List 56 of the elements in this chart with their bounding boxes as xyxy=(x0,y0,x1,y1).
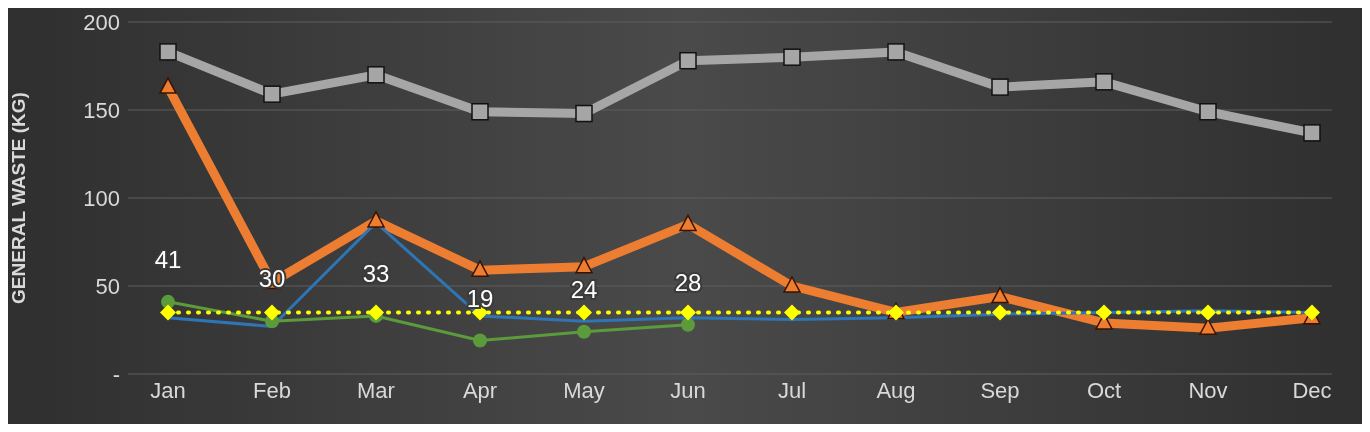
point xyxy=(1303,124,1321,142)
point xyxy=(264,304,280,321)
point xyxy=(783,48,801,66)
y-tick-label: 200 xyxy=(83,9,120,35)
y-tick-label: 50 xyxy=(95,273,120,299)
data-label: 19 xyxy=(466,284,494,312)
y-tick-label: 150 xyxy=(83,97,120,123)
point xyxy=(784,304,800,321)
point xyxy=(991,78,1009,96)
x-tick-label: May xyxy=(563,377,605,403)
point xyxy=(159,77,177,94)
point xyxy=(1304,304,1320,321)
x-tick-label: Feb xyxy=(253,377,291,403)
point xyxy=(681,317,695,332)
x-tick-label: Jul xyxy=(777,377,807,403)
point xyxy=(575,104,593,123)
point xyxy=(575,256,593,274)
point xyxy=(471,103,489,121)
point xyxy=(1096,304,1112,321)
x-tick-label: Oct xyxy=(1086,377,1122,403)
point xyxy=(263,85,281,103)
point xyxy=(367,211,385,228)
x-tick-label: Nov xyxy=(1188,377,1228,403)
x-tick-label: Aug xyxy=(876,377,916,403)
point xyxy=(471,260,489,277)
data-label: 41 xyxy=(154,245,182,273)
point xyxy=(159,43,177,61)
point xyxy=(1095,73,1113,91)
point xyxy=(991,286,1009,304)
x-tick-label: Sep xyxy=(980,377,1020,403)
point xyxy=(679,51,697,70)
x-tick-label: Jun xyxy=(670,377,706,403)
point xyxy=(576,304,592,321)
point xyxy=(368,304,384,321)
point xyxy=(1199,318,1217,335)
data-label: 28 xyxy=(674,268,702,296)
point xyxy=(783,276,801,293)
x-tick-label: Dec xyxy=(1292,377,1332,403)
point xyxy=(680,304,696,321)
point xyxy=(1200,304,1216,321)
y-tick-label: 100 xyxy=(83,185,120,211)
point xyxy=(367,66,385,84)
y-axis-title: GENERAL WASTE (KG) xyxy=(7,92,29,304)
data-label: 33 xyxy=(362,259,390,287)
point xyxy=(992,304,1008,321)
x-tick-label: Mar xyxy=(357,377,395,403)
y-tick-label: - xyxy=(112,361,120,387)
data-label: 24 xyxy=(570,275,598,303)
point xyxy=(887,43,905,61)
point xyxy=(679,214,697,232)
point xyxy=(577,324,591,339)
point xyxy=(473,333,487,348)
x-tick-label: Apr xyxy=(462,377,498,403)
point xyxy=(1199,103,1217,121)
x-tick-label: Jan xyxy=(150,377,186,403)
point xyxy=(160,304,176,321)
